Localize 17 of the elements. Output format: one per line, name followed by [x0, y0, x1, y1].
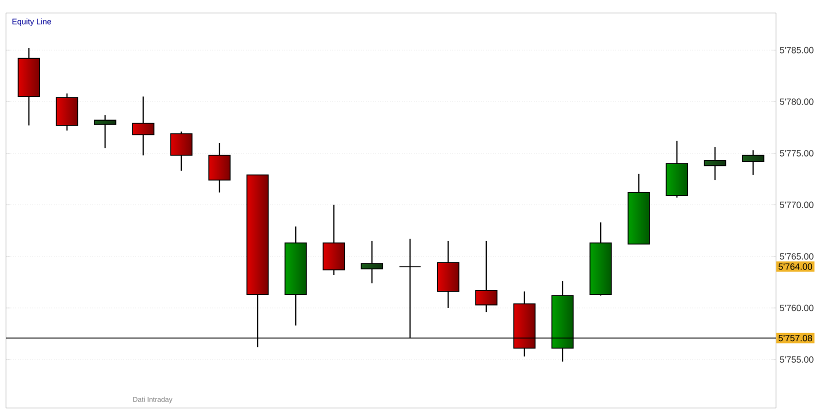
text: 5'764.00	[778, 263, 812, 270]
candlestick	[704, 146, 726, 181]
candlestick	[360, 240, 384, 284]
candlestick	[170, 130, 192, 172]
y-tick-label: 5'760.00	[780, 304, 814, 312]
y-tick-label: 5'755.00	[780, 356, 814, 363]
y-tick-label: 5'785.00	[780, 46, 814, 54]
candlestick	[94, 114, 116, 149]
y-tick-label: 5'775.00	[780, 150, 814, 156]
y-tick-label: 5'780.00	[780, 98, 814, 105]
y-tick-label: 5'770.00	[780, 202, 814, 208]
candlestick	[132, 96, 154, 156]
candlestick	[742, 150, 764, 176]
annotation: Equity Line	[12, 18, 52, 26]
y-tick-label: 5'765.00	[780, 253, 814, 260]
ref-line-label: 5'757.08	[778, 334, 812, 342]
candlestick	[475, 240, 498, 313]
